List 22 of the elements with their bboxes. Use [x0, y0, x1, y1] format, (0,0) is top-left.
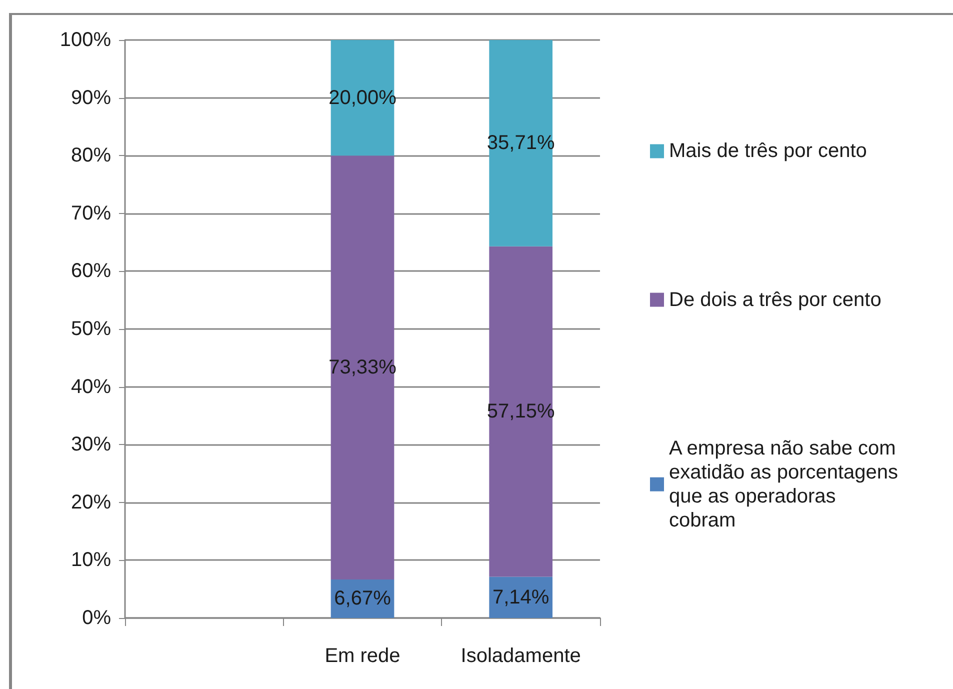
y-tick-label: 100%: [60, 29, 112, 51]
y-tick-label: 10%: [70, 549, 112, 572]
y-tick-label: 80%: [70, 144, 112, 167]
data-label: 6,67%: [334, 588, 392, 610]
bar: [489, 576, 552, 618]
legend-label: A empresa não sabe com exatidão as porcentagens que as operadoras cobram: [669, 437, 898, 532]
y-tick-label: 90%: [70, 86, 112, 109]
y-tick-label: 0%: [82, 607, 112, 629]
y-tick-label: 50%: [70, 318, 112, 340]
x-tick-label: Isoladamente: [460, 645, 581, 667]
y-tick-label: 20%: [70, 491, 112, 514]
y-tick-label: 30%: [70, 434, 112, 456]
bar: [489, 246, 552, 577]
data-label: 7,14%: [492, 586, 550, 608]
y-tick-label: 70%: [70, 202, 112, 224]
x-tick-label: Em rede: [324, 645, 400, 667]
bar: [330, 156, 394, 580]
y-tick-label: 40%: [70, 376, 112, 398]
y-tick-label: 60%: [70, 260, 112, 282]
legend-label: Mais de três por cento: [669, 140, 867, 162]
bar: [489, 40, 552, 246]
legend-label: De dois a três por cento: [669, 288, 882, 311]
